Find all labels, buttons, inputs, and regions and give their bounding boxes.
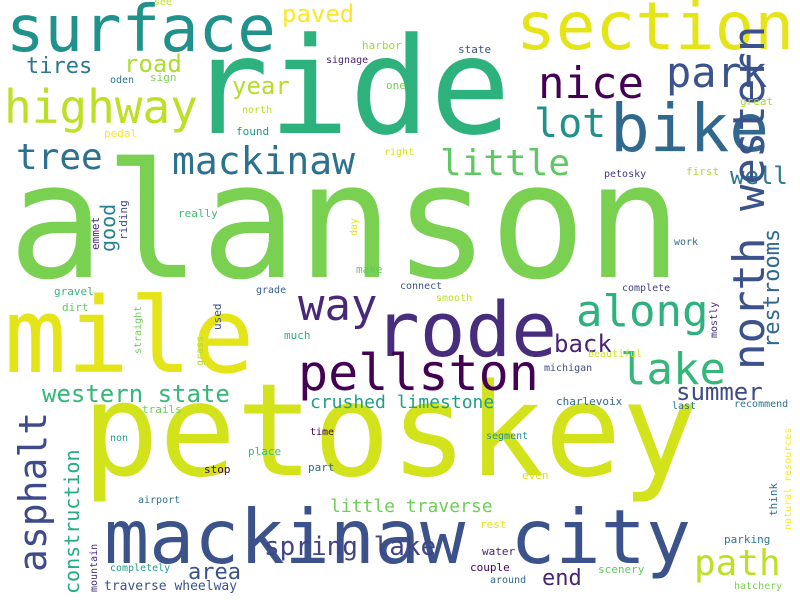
word-mountain: mountain	[89, 543, 100, 592]
word-see: see	[154, 0, 173, 8]
word-airport: airport	[138, 495, 181, 506]
word-work: work	[674, 237, 699, 248]
word-much: much	[284, 329, 311, 342]
word-even: even	[522, 469, 549, 482]
word-part: part	[308, 461, 335, 474]
word-segment: segment	[486, 431, 529, 442]
word-back: back	[554, 330, 612, 358]
word-crushed-limestone: crushed limestone	[310, 392, 495, 413]
word-section: section	[516, 0, 795, 65]
word-first: first	[686, 165, 720, 178]
word-think: think	[767, 482, 780, 516]
word-couple: couple	[470, 561, 510, 574]
word-emmet: emmet	[89, 216, 102, 250]
word-north: north	[242, 105, 273, 116]
word-park: park	[666, 48, 768, 97]
word-along: along	[576, 286, 709, 337]
word-pellston: pellston	[298, 344, 539, 402]
word-path: path	[694, 543, 781, 584]
word-smooth: smooth	[436, 293, 473, 304]
word-non: non	[110, 433, 129, 444]
word-dirt: dirt	[62, 301, 89, 314]
word-hatchery: hatchery	[734, 581, 783, 592]
word-grade: grade	[256, 285, 287, 296]
word-harbor: harbor	[362, 39, 402, 52]
word-road: road	[124, 50, 182, 78]
word-natural-resources: natural resources	[783, 427, 794, 530]
word-mostly: mostly	[709, 301, 720, 338]
word-little: little	[440, 143, 571, 184]
word-make: make	[356, 263, 383, 276]
word-ride: ride	[188, 9, 511, 165]
word-sign: sign	[150, 71, 177, 84]
word-last: last	[672, 401, 697, 412]
word-recommend: recommend	[734, 399, 789, 410]
word-rode: rode	[374, 285, 558, 374]
word-water: water	[482, 545, 516, 558]
word-year: year	[232, 72, 290, 100]
word-alanson: alanson	[8, 128, 683, 315]
word-restrooms: restrooms	[760, 228, 785, 348]
word-way: way	[298, 280, 378, 331]
word-signage: signage	[326, 55, 369, 66]
word-spring-lake: spring lake	[264, 532, 437, 562]
word-petosky: petosky	[604, 169, 647, 180]
word-beautiful: beautiful	[588, 349, 643, 360]
word-michigan: michigan	[544, 363, 593, 374]
word-right: right	[384, 147, 415, 158]
word-area: area	[188, 560, 241, 585]
word-lot: lot	[534, 101, 607, 147]
word-connect: connect	[400, 281, 443, 292]
word-charlevoix: charlevoix	[556, 395, 623, 408]
word-mackinaw: mackinaw	[172, 139, 356, 183]
word-tires: tires	[26, 54, 93, 79]
word-construction: construction	[60, 449, 84, 595]
word-surface: surface	[6, 0, 276, 67]
word-petoskey: petoskey	[82, 357, 699, 506]
word-state: state	[458, 43, 492, 56]
word-oden: oden	[110, 75, 135, 86]
word-riding: riding	[117, 200, 130, 240]
word-lake: lake	[620, 344, 726, 395]
word-straight: straight	[133, 305, 144, 354]
word-end: end	[542, 566, 582, 591]
word-really: really	[178, 207, 218, 220]
word-day: day	[349, 217, 360, 236]
word-western-state: paved	[282, 0, 355, 28]
word-rest: rest	[480, 518, 507, 531]
word-little-traverse: little traverse	[330, 496, 493, 517]
word-tree: tree	[16, 137, 103, 178]
word-highway: highway	[4, 80, 198, 134]
word-used: used	[211, 303, 224, 331]
word-north-western: western state	[42, 380, 230, 408]
word-found: found	[236, 125, 270, 138]
word-one: one	[386, 79, 406, 92]
word-well: well	[730, 162, 788, 190]
word-grass: grass	[195, 335, 206, 366]
word-complete: complete	[622, 283, 671, 294]
word-pedal: pedal	[104, 127, 138, 140]
word-time: time	[310, 427, 335, 438]
word-traverse-wheelway: traverse wheelway	[104, 579, 238, 594]
word-mackinaw-city: mackinaw city	[104, 493, 691, 581]
word-around: around	[490, 575, 527, 586]
word-parking: parking	[724, 533, 771, 546]
word-bike: bike	[610, 90, 769, 167]
word-completely: completely	[110, 563, 171, 574]
word-trails: trails	[142, 403, 182, 416]
word-asphalt: asphalt	[11, 411, 55, 572]
word-summer: summer	[676, 378, 763, 406]
word-place: place	[248, 445, 282, 458]
word-great: great	[740, 95, 774, 108]
word-mile: mile	[4, 275, 255, 397]
word-nice: nice	[538, 58, 644, 109]
word-scenery: scenery	[598, 563, 645, 576]
word-gravel: gravel	[54, 285, 94, 298]
word-stop: stop	[204, 463, 231, 476]
